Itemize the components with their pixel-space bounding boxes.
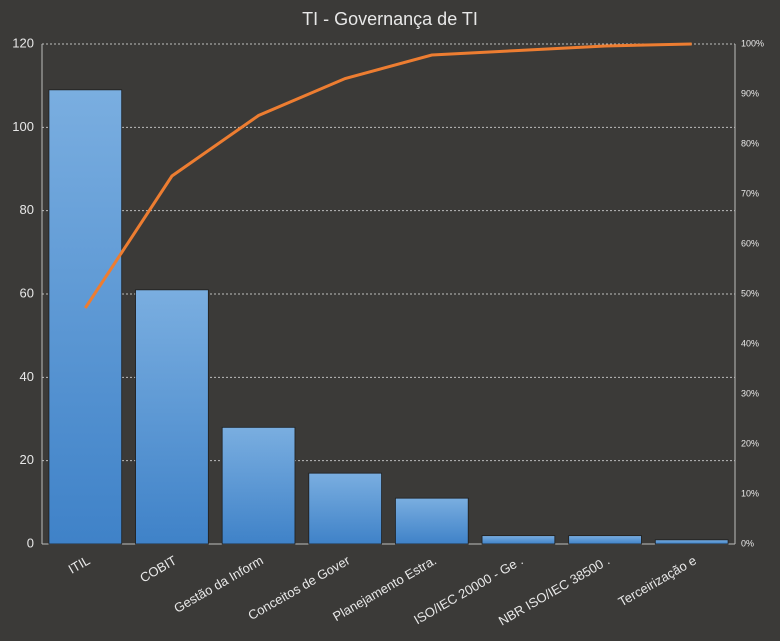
y2-tick-label: 10%: [741, 488, 759, 498]
y-tick-label: 120: [12, 35, 34, 50]
bar: [568, 535, 642, 545]
bar: [48, 89, 123, 545]
y2-tick-label: 80%: [741, 138, 759, 148]
bar: [221, 426, 296, 545]
bar: [395, 497, 469, 545]
chart-title: TI - Governança de TI: [302, 9, 478, 29]
bar: [654, 539, 729, 545]
y-tick-label: 100: [12, 119, 34, 134]
y2-tick-label: 70%: [741, 188, 759, 198]
bar: [135, 289, 209, 545]
y2-tick-label: 40%: [741, 338, 759, 348]
bar: [481, 535, 556, 545]
bar: [308, 472, 382, 545]
y2-tick-label: 50%: [741, 288, 759, 298]
y2-tick-label: 0%: [741, 538, 754, 548]
y2-tick-label: 30%: [741, 388, 759, 398]
y2-tick-label: 100%: [741, 38, 764, 48]
y-tick-label: 40: [20, 369, 34, 384]
y2-tick-label: 60%: [741, 238, 759, 248]
y-tick-label: 0: [27, 535, 34, 550]
cumulative-line: [84, 42, 692, 309]
y-tick-label: 80: [20, 202, 34, 217]
y-tick-label: 60: [20, 285, 34, 300]
y2-tick-label: 90%: [741, 88, 759, 98]
y-tick-label: 20: [20, 452, 34, 467]
y2-tick-label: 20%: [741, 438, 759, 448]
